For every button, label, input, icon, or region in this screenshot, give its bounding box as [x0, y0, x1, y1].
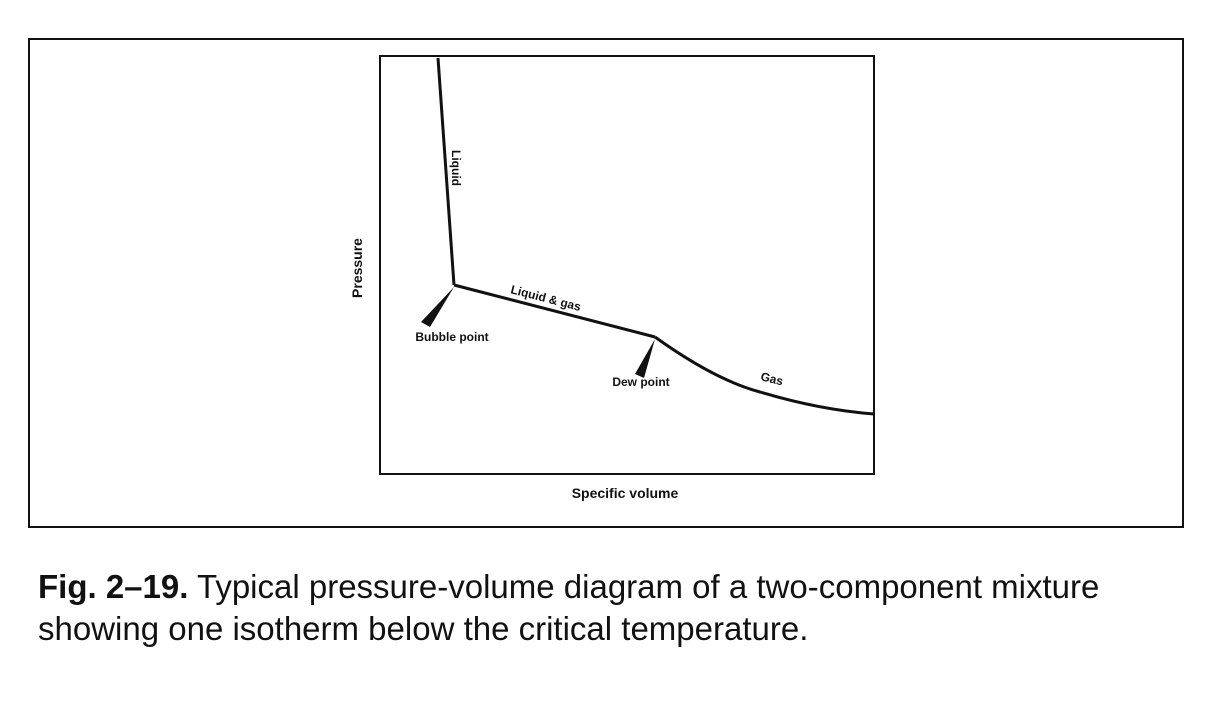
two-phase-curve-segment	[453, 283, 656, 339]
gas-curve-segment	[654, 335, 875, 416]
plot-area-border	[379, 55, 875, 475]
dew-point-label: Dew point	[612, 375, 669, 389]
liquid-curve-segment	[436, 57, 456, 286]
figure-caption: Fig. 2–19. Typical pressure-volume diagr…	[38, 566, 1188, 650]
figure-number: Fig. 2–19.	[38, 568, 189, 605]
y-axis-label: Pressure	[349, 238, 365, 298]
pressure-volume-diagram: Liquid Liquid & gas Gas Bubble point Dew…	[349, 55, 875, 501]
bubble-point-label: Bubble point	[415, 330, 488, 344]
x-axis-label: Specific volume	[572, 485, 679, 501]
figure-frame	[28, 38, 1184, 528]
dew-point-pointer	[635, 339, 655, 378]
gas-region-label: Gas	[759, 369, 785, 388]
liquid-region-label: Liquid	[449, 150, 463, 186]
caption-text: Typical pressure-volume diagram of a two…	[38, 568, 1100, 647]
bubble-point-pointer	[421, 287, 454, 327]
